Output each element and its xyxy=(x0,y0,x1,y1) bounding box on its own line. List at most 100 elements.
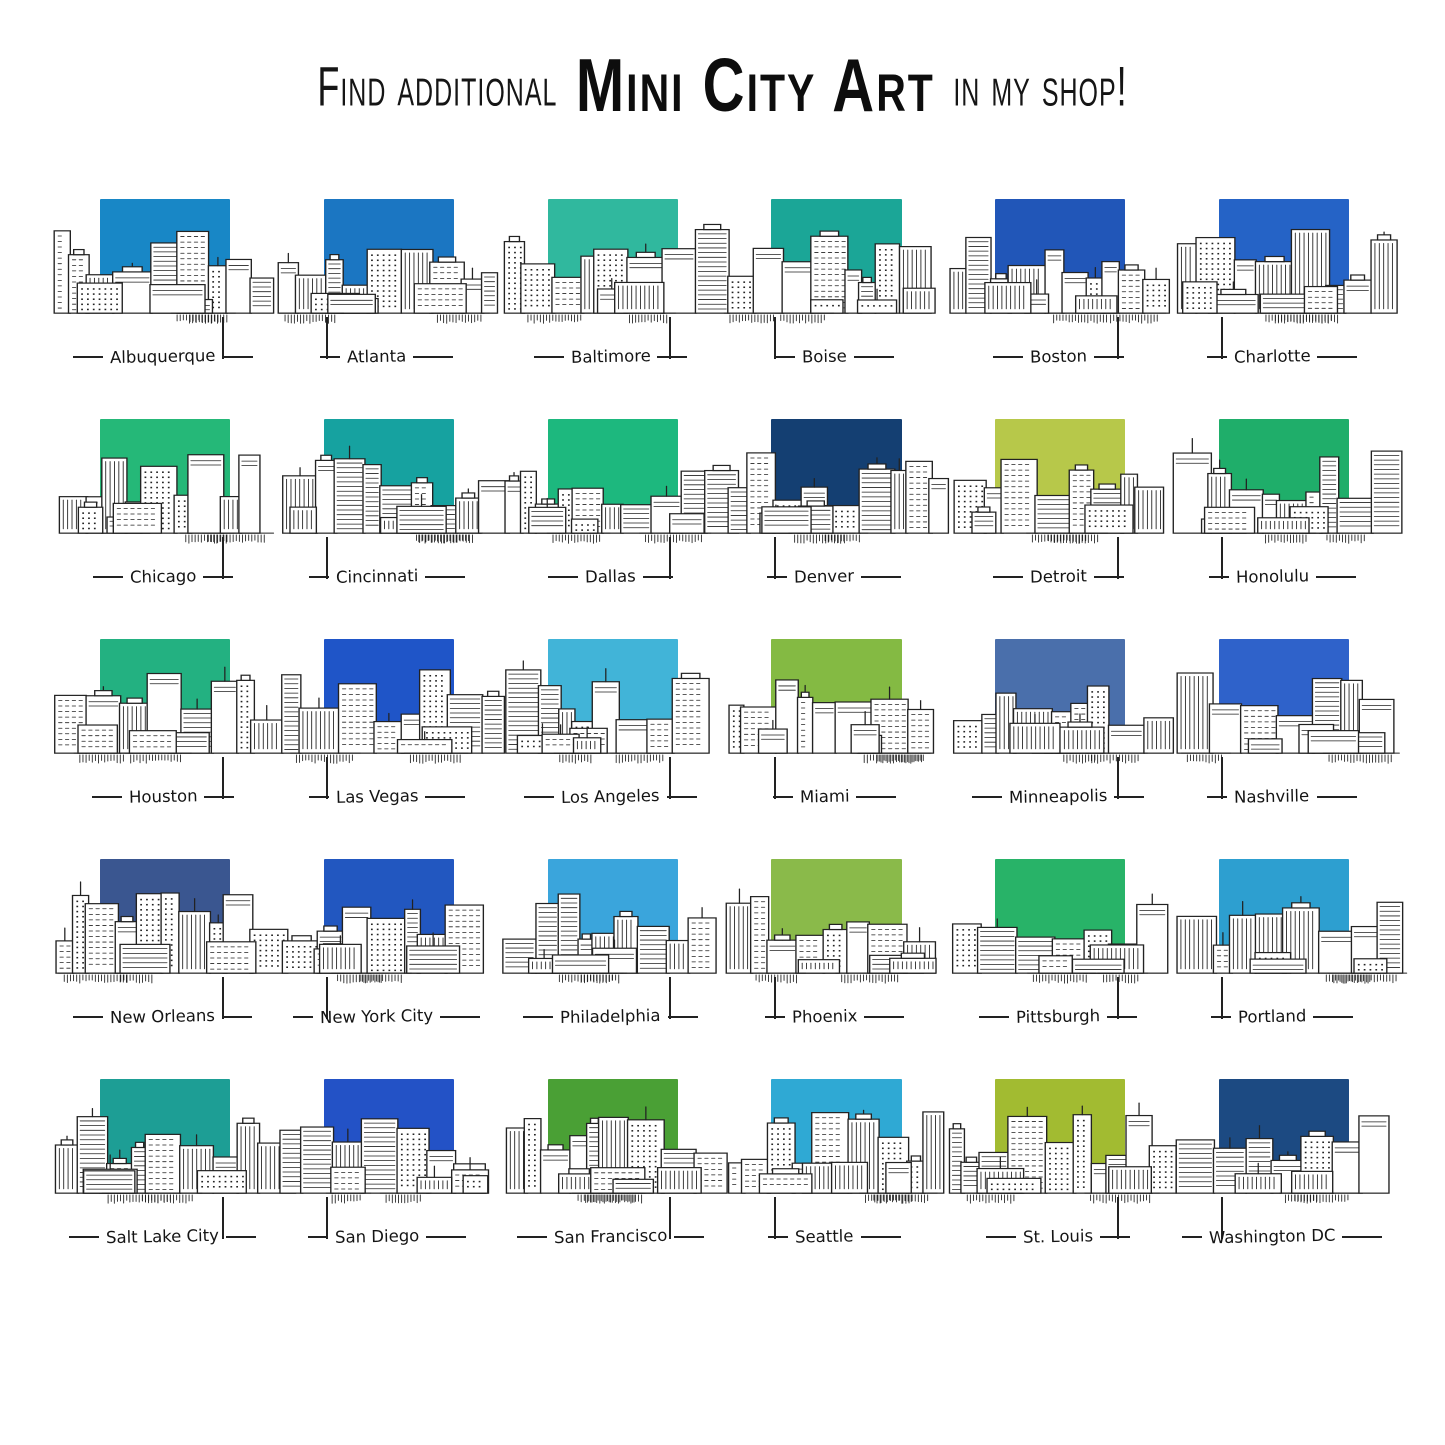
label-connector-line xyxy=(1221,317,1224,359)
label-line-right xyxy=(440,1015,481,1018)
city-card: Seattle xyxy=(728,1065,945,1269)
city-grid: Albuquerque Atlanta Baltimore Boise Boston Ch… xyxy=(0,185,1445,1269)
city-name: Dallas xyxy=(585,566,637,587)
city-card: Washington DC xyxy=(1175,1065,1390,1269)
skyline-drawing xyxy=(503,464,739,544)
label-connector-line xyxy=(1221,757,1224,799)
city-label: Salt Lake City xyxy=(58,1226,268,1247)
city-card: Denver xyxy=(727,405,950,609)
skyline-drawing xyxy=(953,458,1165,544)
label-connector-line xyxy=(773,757,776,799)
label-line-right xyxy=(226,1235,257,1238)
label-line-left xyxy=(293,1015,314,1018)
city-label: Albuquerque xyxy=(58,346,268,367)
label-line-right xyxy=(1342,1235,1383,1238)
city-label: Detroit xyxy=(953,566,1163,587)
city-name: Miami xyxy=(799,786,850,807)
label-line-right xyxy=(203,575,234,578)
city-label: New Orleans xyxy=(58,1005,268,1028)
city-name: Seattle xyxy=(794,1226,854,1247)
label-line-left xyxy=(1181,1235,1202,1238)
skyline-drawing xyxy=(1172,438,1403,544)
label-line-left xyxy=(307,1235,328,1238)
label-line-left xyxy=(73,1015,104,1018)
city-card: Houston xyxy=(54,625,284,829)
city-card: Honolulu xyxy=(1172,405,1403,609)
city-label: Philadelphia xyxy=(506,1005,716,1028)
city-name: Denver xyxy=(794,566,855,587)
city-card: Los Angeles xyxy=(504,625,716,829)
city-name: San Diego xyxy=(334,1226,420,1247)
label-connector-line xyxy=(325,1197,328,1239)
title-highlight: Mini City Art xyxy=(575,43,935,128)
city-card: Atlanta xyxy=(277,185,498,389)
city-name: Minneapolis xyxy=(1008,785,1108,808)
city-label: Nashville xyxy=(1177,786,1387,807)
skyline-drawing xyxy=(1176,896,1408,984)
label-line-right xyxy=(666,795,697,798)
label-line-right xyxy=(204,795,235,798)
city-card: New York City xyxy=(281,845,492,1049)
label-line-right xyxy=(1313,1015,1354,1018)
label-connector-line xyxy=(669,537,672,579)
skyline-drawing xyxy=(724,230,937,324)
skyline-drawing xyxy=(952,893,1169,984)
label-line-left xyxy=(972,795,1003,798)
city-name: Atlanta xyxy=(346,346,407,367)
label-connector-line xyxy=(325,977,328,1019)
city-label: San Diego xyxy=(282,1226,492,1247)
skyline-drawing xyxy=(726,888,938,984)
city-label: Las Vegas xyxy=(282,786,492,807)
city-label: Dallas xyxy=(506,566,716,587)
city-name: Cincinnati xyxy=(335,566,419,587)
label-line-right xyxy=(424,575,465,578)
label-line-left xyxy=(768,1235,789,1238)
city-label: Honolulu xyxy=(1177,566,1387,587)
city-card: Charlotte xyxy=(1177,185,1398,389)
label-line-right xyxy=(1093,575,1124,578)
page-title: Find additional Mini City Art in my shop… xyxy=(0,43,1445,128)
label-connector-line xyxy=(221,977,224,1019)
label-line-right xyxy=(860,1235,901,1238)
label-connector-line xyxy=(221,317,224,359)
city-card: Boston xyxy=(949,185,1171,389)
city-name: Phoenix xyxy=(791,1006,858,1027)
label-connector-line xyxy=(1116,537,1119,579)
label-line-left xyxy=(91,795,122,798)
label-line-right xyxy=(425,1235,466,1238)
label-line-left xyxy=(1206,355,1227,358)
label-line-right xyxy=(424,795,465,798)
city-name: St. Louis xyxy=(1023,1226,1094,1247)
city-label: Houston xyxy=(58,786,268,807)
label-line-right xyxy=(1093,355,1124,358)
city-card: San Francisco xyxy=(505,1065,728,1269)
city-name: Philadelphia xyxy=(560,1005,662,1028)
label-line-left xyxy=(772,795,793,798)
city-label: Los Angeles xyxy=(506,786,716,807)
city-label: Seattle xyxy=(729,1226,939,1247)
city-name: New Orleans xyxy=(110,1005,216,1028)
label-connector-line xyxy=(221,537,224,579)
skyline-drawing xyxy=(953,685,1175,764)
city-name: Houston xyxy=(128,786,198,807)
label-connector-line xyxy=(773,317,776,359)
label-connector-line xyxy=(773,1197,776,1239)
skyline-drawing xyxy=(281,445,510,544)
label-line-right xyxy=(1317,355,1358,358)
label-line-left xyxy=(308,575,329,578)
city-card: Baltimore xyxy=(503,185,730,389)
label-line-right xyxy=(674,1235,705,1238)
skyline-drawing xyxy=(728,679,935,764)
title-prefix: Find additional xyxy=(317,54,558,118)
city-card: Las Vegas xyxy=(280,625,505,829)
city-card: Minneapolis xyxy=(953,625,1175,829)
city-name: San Francisco xyxy=(553,1225,668,1248)
city-label: Cincinnati xyxy=(282,566,492,587)
city-label: Atlanta xyxy=(282,346,492,367)
label-connector-line xyxy=(325,317,328,359)
city-label: St. Louis xyxy=(953,1226,1163,1247)
skyline-drawing xyxy=(1177,228,1398,324)
city-card: Nashville xyxy=(1176,625,1401,829)
city-card: Salt Lake City xyxy=(54,1065,297,1269)
city-card: Detroit xyxy=(953,405,1165,609)
